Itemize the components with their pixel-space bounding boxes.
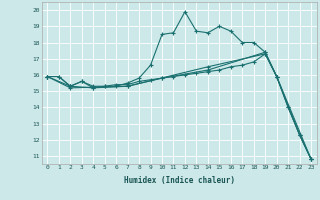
X-axis label: Humidex (Indice chaleur): Humidex (Indice chaleur) xyxy=(124,176,235,185)
